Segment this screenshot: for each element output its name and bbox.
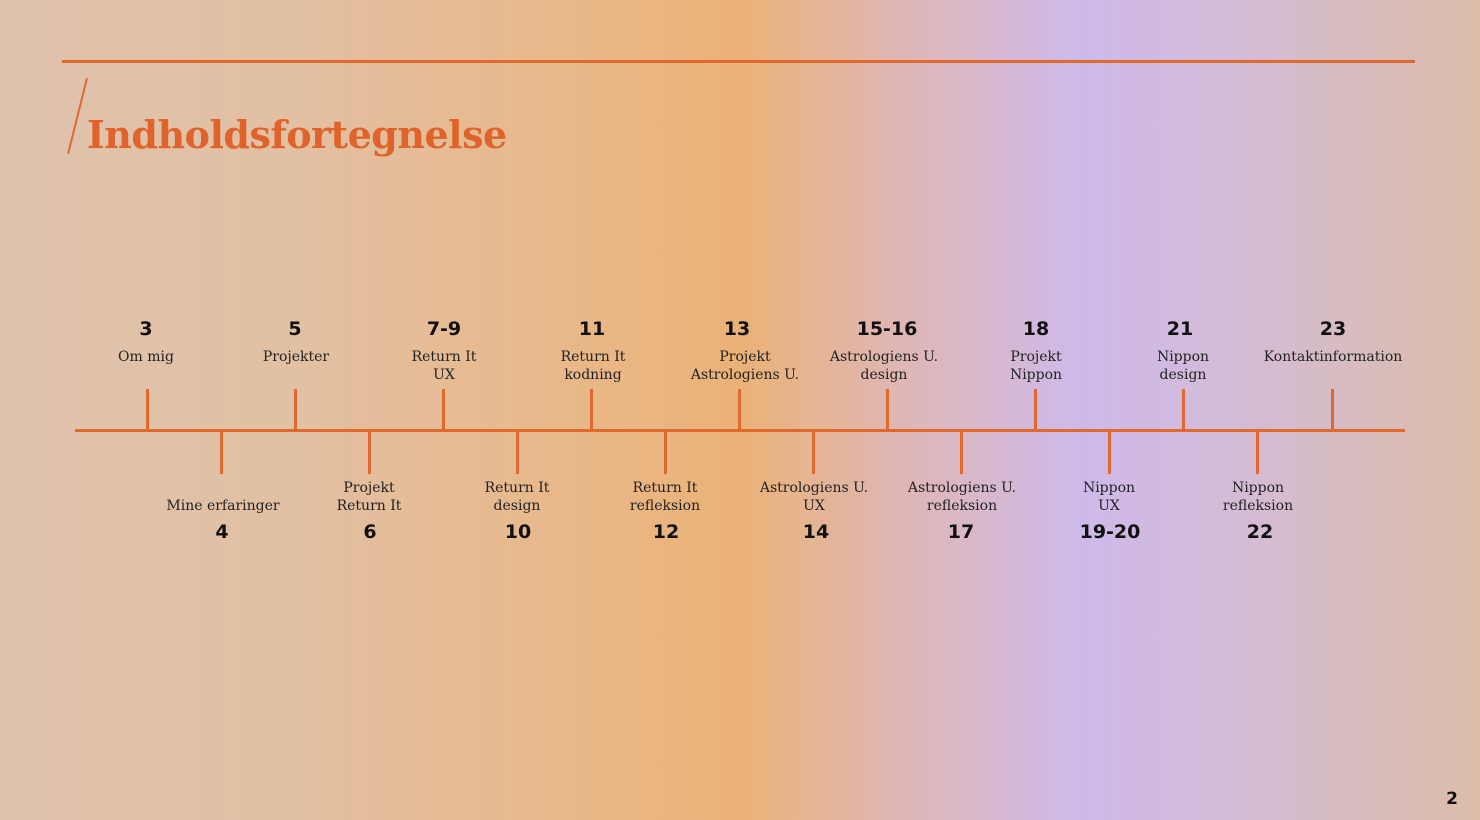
page-ref-number[interactable]: 13 [723, 318, 751, 340]
page-ref-number[interactable]: 19-20 [1079, 521, 1141, 543]
page-ref-label[interactable]: Projekter [262, 349, 330, 365]
page-ref-number[interactable]: 18 [1022, 318, 1050, 340]
timeline-tick [442, 389, 445, 431]
timeline-tick [738, 389, 741, 431]
page-ref-number[interactable]: 12 [652, 521, 680, 543]
page-ref-number[interactable]: 4 [215, 521, 229, 543]
page-ref-number[interactable]: 10 [504, 521, 532, 543]
page-ref-number[interactable]: 23 [1319, 318, 1347, 340]
page-ref-label[interactable]: Om mig [118, 349, 174, 365]
timeline-tick [886, 389, 889, 431]
timeline-tick [1034, 389, 1037, 431]
page-ref-number[interactable]: 22 [1246, 521, 1274, 543]
page-ref-label[interactable]: Return It refleksion [629, 480, 701, 514]
page-ref-label[interactable]: Astrologiens U. design [829, 349, 939, 383]
page-ref-number[interactable]: 11 [578, 318, 606, 340]
timeline-tick [812, 432, 815, 474]
timeline-tick [516, 432, 519, 474]
page-title: Indholdsfortegnelse [87, 112, 507, 157]
slide-page-number: 2 [1446, 789, 1458, 809]
page-ref-number[interactable]: 15-16 [856, 318, 918, 340]
page-ref-number[interactable]: 5 [288, 318, 302, 340]
page-ref-number[interactable]: 6 [363, 521, 377, 543]
top-rule [62, 60, 1415, 63]
page-ref-label[interactable]: Astrologiens U. UX [759, 480, 869, 514]
timeline-tick [294, 389, 297, 431]
page-ref-label[interactable]: Projekt Astrologiens U. [690, 349, 800, 383]
page-ref-number[interactable]: 7-9 [426, 318, 462, 340]
page-ref-number[interactable]: 21 [1166, 318, 1194, 340]
timeline-tick [664, 432, 667, 474]
page-ref-label[interactable]: Nippon design [1156, 349, 1210, 383]
timeline-tick [1256, 432, 1259, 474]
page-ref-label[interactable]: Astrologiens U. refleksion [907, 480, 1017, 514]
timeline-tick [590, 389, 593, 431]
timeline-tick [146, 389, 149, 431]
timeline-tick [1182, 389, 1185, 431]
page-ref-label[interactable]: Mine erfaringer [166, 498, 280, 514]
title-slash-accent [67, 78, 88, 155]
timeline-tick [1108, 432, 1111, 474]
page-ref-label[interactable]: Projekt Nippon [1009, 349, 1063, 383]
page-ref-label[interactable]: Return It design [484, 480, 550, 514]
timeline-tick [368, 432, 371, 474]
timeline-tick [1331, 389, 1334, 431]
page-ref-number[interactable]: 3 [139, 318, 153, 340]
page-ref-label[interactable]: Nippon UX [1082, 480, 1136, 514]
page-ref-number[interactable]: 17 [947, 521, 975, 543]
timeline-tick [220, 432, 223, 474]
page-ref-label[interactable]: Kontaktinformation [1263, 349, 1403, 365]
page-ref-label[interactable]: Nippon refleksion [1222, 480, 1294, 514]
page-ref-label[interactable]: Projekt Return It [336, 480, 402, 514]
page-ref-label[interactable]: Return It UX [411, 349, 477, 383]
page-ref-label[interactable]: Return It kodning [560, 349, 626, 383]
timeline-tick [960, 432, 963, 474]
page-ref-number[interactable]: 14 [802, 521, 830, 543]
